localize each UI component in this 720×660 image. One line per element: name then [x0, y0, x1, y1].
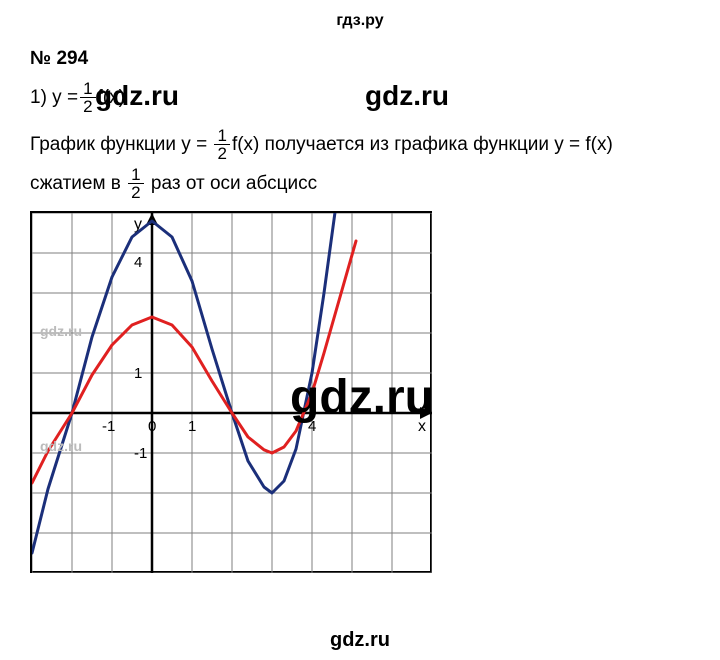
item1-prefix: 1) y =	[30, 87, 78, 109]
svg-text:-1: -1	[134, 445, 147, 462]
site-title: гдз.ру	[336, 12, 383, 29]
item-1: 1) y = 1 2 f(x)	[30, 80, 690, 115]
svg-text:1: 1	[134, 365, 142, 382]
problem-number: № 294	[30, 48, 690, 70]
l3a: сжатием в	[30, 173, 126, 195]
l2a: График функции y =	[30, 134, 212, 156]
fraction-half: 1 2	[80, 80, 95, 115]
frac-den2: 2	[214, 145, 229, 162]
l2b: f(x) получается из графика функции y = f…	[232, 134, 613, 156]
fraction-half-2: 1 2	[214, 127, 229, 162]
frac-num2: 1	[214, 127, 229, 145]
fraction-half-3: 1 2	[128, 166, 143, 201]
frac-num: 1	[80, 80, 95, 98]
l3b: раз от оси абсцисс	[146, 173, 318, 195]
chart-container: yx-10141-14	[30, 211, 432, 573]
svg-text:1: 1	[188, 418, 196, 435]
svg-text:-1: -1	[102, 418, 115, 435]
explain-line-2: сжатием в 1 2 раз от оси абсцисс	[30, 166, 690, 201]
svg-text:4: 4	[134, 254, 142, 271]
svg-text:x: x	[418, 418, 426, 435]
page-header: гдз.ру	[0, 0, 720, 30]
content-area: № 294 1) y = 1 2 f(x) График функции y =…	[0, 30, 720, 573]
svg-text:4: 4	[308, 418, 316, 435]
frac-num3: 1	[128, 166, 143, 184]
item1-suffix: f(x)	[98, 87, 125, 109]
frac-den3: 2	[128, 184, 143, 201]
function-chart: yx-10141-14	[32, 213, 432, 573]
watermark-footer: gdz.ru	[0, 629, 720, 652]
explain-line-1: График функции y = 1 2 f(x) получается и…	[30, 127, 690, 162]
frac-den: 2	[80, 98, 95, 115]
svg-text:0: 0	[148, 418, 156, 435]
